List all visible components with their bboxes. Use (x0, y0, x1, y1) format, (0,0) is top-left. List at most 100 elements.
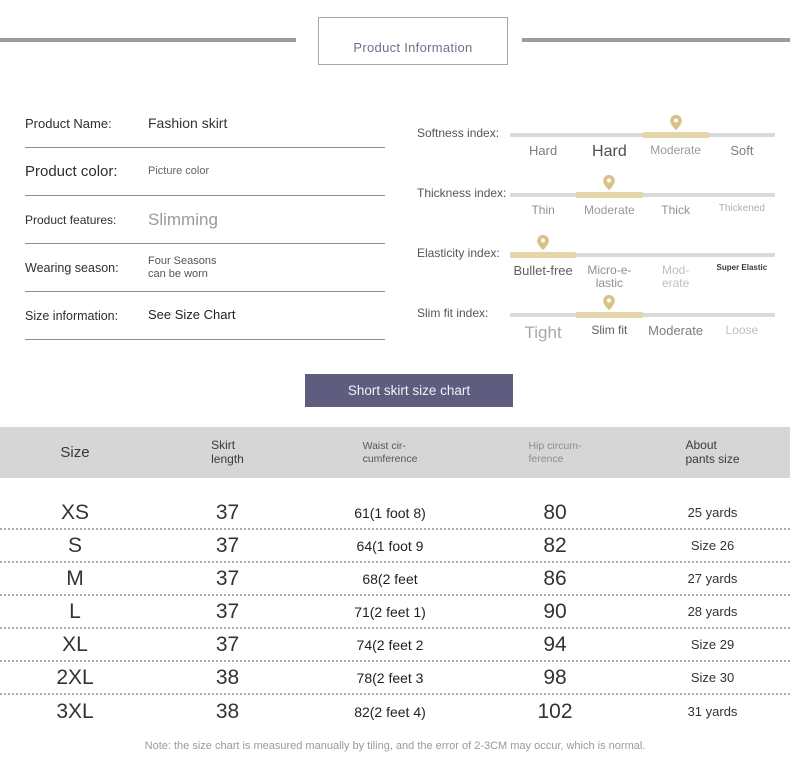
cell-waist: 71(2 feet 1) (354, 603, 426, 620)
fabric-index-section: Softness index: Hard Hard Moderate Soft … (417, 113, 777, 353)
location-pin-icon (669, 114, 683, 131)
index-option: Tight (524, 323, 562, 342)
slim-fit-index-highlight (576, 312, 643, 318)
table-row: S 37 64(1 foot 9 82 Size 26 (0, 530, 790, 563)
softness-index-highlight (642, 132, 709, 138)
cell-skirt: 38 (215, 699, 240, 723)
index-option: Hard (529, 143, 558, 158)
thickness-index-highlight (576, 192, 643, 198)
cell-hip: 82 (543, 533, 567, 557)
index-option: Thick (661, 203, 690, 217)
thickness-index-track (510, 174, 775, 198)
measurement-note: Note: the size chart is measured manuall… (144, 740, 646, 752)
cell-waist: 78(2 feet 3 (356, 669, 424, 686)
index-option: Thin (531, 203, 555, 217)
header-divider-left (0, 38, 296, 42)
index-option: Mod- erate (661, 263, 690, 290)
cell-size: XL (62, 632, 88, 656)
product-color-value: Picture color (148, 165, 210, 178)
cell-hip: 94 (543, 632, 567, 656)
cell-waist: 82(2 feet 4) (354, 703, 426, 720)
product-name-value: Fashion skirt (148, 115, 228, 132)
page-title: Product Information (353, 40, 473, 55)
cell-skirt: 37 (215, 566, 240, 590)
softness-index-track (510, 114, 775, 138)
slim-fit-index-options: Tight Slim fit Moderate Loose (510, 324, 775, 342)
product-info-section: Product Name: Fashion skirt Product colo… (25, 100, 385, 340)
cell-skirt: 37 (215, 599, 240, 623)
thickness-index-label: Thickness index: (417, 186, 507, 200)
column-header-size: Size (60, 443, 90, 461)
index-option: Micro-e- lastic (587, 263, 632, 290)
cell-size: S (67, 533, 82, 557)
slim-fit-index-track (510, 294, 775, 318)
column-header-pants-size: About pants size (685, 437, 740, 466)
cell-pants: Size 29 (690, 637, 735, 652)
product-info-row: Size information: See Size Chart (25, 292, 385, 340)
cell-waist: 74(2 feet 2 (356, 636, 424, 653)
cell-size: M (66, 566, 84, 590)
elasticity-index-track (510, 234, 775, 258)
size-information-label: Size information: (25, 308, 119, 323)
product-info-row: Product color: Picture color (25, 148, 385, 196)
location-pin-icon (602, 294, 616, 311)
elasticity-index-options: Bullet-free Micro-e- lastic Mod- erate S… (510, 263, 775, 290)
size-information-value: See Size Chart (148, 307, 236, 323)
size-table-body: XS 37 61(1 foot 8) 80 25 yards S 37 64(1… (0, 497, 790, 728)
table-row: M 37 68(2 feet 86 27 yards (0, 563, 790, 596)
column-header-skirt-length: Skirt length (211, 437, 244, 466)
cell-size: XS (60, 500, 89, 524)
location-pin-icon (536, 234, 550, 251)
index-option: Slim fit (591, 323, 628, 337)
size-chart-button[interactable]: Short skirt size chart (305, 374, 513, 407)
column-header-hip: Hip circum-ference (528, 440, 582, 465)
table-row: 3XL 38 82(2 feet 4) 102 31 yards (0, 695, 790, 728)
slim-fit-index-label: Slim fit index: (417, 306, 489, 320)
cell-skirt: 37 (215, 500, 240, 524)
cell-hip: 86 (543, 566, 567, 590)
index-option: Moderate (648, 323, 704, 338)
size-table-header: Size Skirt length Waist cir-cumference Hi… (0, 427, 790, 478)
index-option: Loose (725, 323, 759, 337)
cell-hip: 98 (543, 665, 567, 689)
cell-size: L (69, 599, 81, 623)
cell-skirt: 37 (215, 632, 240, 656)
softness-index-label: Softness index: (417, 126, 500, 140)
wearing-season-label: Wearing season: (25, 260, 119, 275)
elasticity-index-label: Elasticity index: (417, 246, 500, 260)
cell-skirt: 37 (215, 533, 240, 557)
product-info-row: Product features: Slimming (25, 196, 385, 244)
thickness-index-row: Thickness index: Thin Moderate Thick Thi… (417, 173, 777, 233)
cell-pants: Size 26 (690, 538, 735, 553)
cell-size: 3XL (56, 699, 94, 723)
product-features-label: Product features: (25, 212, 117, 227)
cell-pants: 31 yards (687, 704, 738, 719)
thickness-index-options: Thin Moderate Thick Thickened (510, 203, 775, 217)
column-header-waist: Waist cir-cumference (362, 440, 418, 465)
index-option: Bullet-free (513, 263, 573, 278)
cell-hip: 90 (543, 599, 567, 623)
cell-hip: 80 (543, 500, 567, 524)
index-option: Soft (730, 143, 754, 158)
product-features-value: Slimming (148, 209, 218, 229)
index-option: Thickened (718, 203, 765, 214)
cell-waist: 68(2 feet (362, 570, 418, 587)
page-title-box: Product Information (318, 17, 508, 65)
index-option: Moderate (584, 203, 635, 217)
elasticity-index-highlight (510, 252, 577, 258)
cell-pants: Size 30 (690, 670, 735, 685)
cell-pants: 25 yards (687, 505, 738, 520)
cell-waist: 61(1 foot 8) (354, 504, 426, 521)
cell-pants: 28 yards (687, 604, 738, 619)
cell-hip: 102 (537, 699, 573, 723)
product-name-label: Product Name: (25, 116, 112, 131)
table-row: 2XL 38 78(2 feet 3 98 Size 30 (0, 662, 790, 695)
softness-index-options: Hard Hard Moderate Soft (510, 143, 775, 161)
wearing-season-value: Four Seasons can be worn (148, 254, 217, 280)
cell-pants: 27 yards (687, 571, 738, 586)
location-pin-icon (602, 174, 616, 191)
cell-skirt: 38 (215, 665, 240, 689)
index-option: Super Elastic (716, 263, 768, 272)
elasticity-index-row: Elasticity index: Bullet-free Micro-e- l… (417, 233, 777, 293)
product-color-label: Product color: (25, 163, 118, 180)
